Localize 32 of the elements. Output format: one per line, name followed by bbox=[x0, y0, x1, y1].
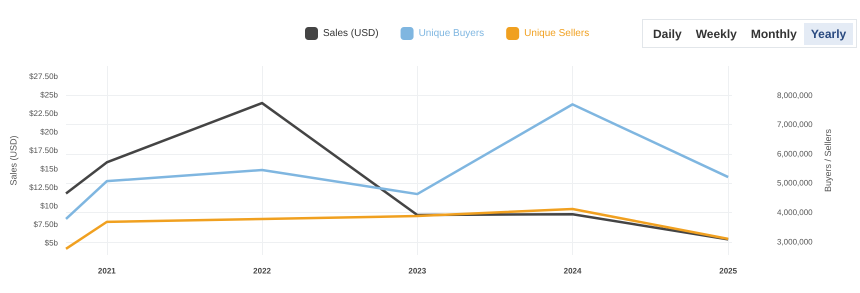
y2-tick-label: 5,000,000 bbox=[777, 178, 814, 188]
y2-tick-label: 7,000,000 bbox=[777, 120, 814, 130]
period-button[interactable]: Daily bbox=[646, 22, 689, 44]
legend-label: Unique Sellers bbox=[524, 28, 590, 39]
y2-tick-label: 3,000,000 bbox=[777, 237, 814, 246]
line-series bbox=[64, 103, 730, 220]
x-tick-label: 2024 bbox=[564, 266, 582, 276]
period-button[interactable]: Weekly bbox=[688, 22, 744, 44]
y-tick-label: $15b bbox=[40, 164, 59, 174]
x-tick-label: 2025 bbox=[719, 266, 738, 276]
x-tick-label: 2021 bbox=[98, 266, 116, 276]
y-tick-label: $22.50b bbox=[29, 108, 59, 118]
period-button[interactable]: Yearly bbox=[804, 22, 854, 44]
legend-label: Sales (USD) bbox=[323, 28, 379, 39]
y-tick-label: $25b bbox=[40, 90, 59, 100]
y-tick-label: $5b bbox=[44, 238, 59, 248]
period-button[interactable]: Monthly bbox=[744, 22, 804, 44]
y-tick-label: $10b bbox=[40, 202, 59, 211]
legend-label: Unique Buyers bbox=[418, 28, 484, 39]
y2-tick-label: 6,000,000 bbox=[777, 149, 814, 158]
y-tick-label: $27.50b bbox=[29, 72, 59, 81]
x-tick-label: 2022 bbox=[253, 266, 272, 276]
y2-tick-label: 8,000,000 bbox=[777, 90, 814, 100]
y-axis-title: Sales (USD) bbox=[8, 135, 19, 186]
y-tick-label: $12.50b bbox=[29, 183, 59, 192]
y-tick-label: $17.50b bbox=[29, 146, 59, 155]
y-tick-label: $20b bbox=[40, 127, 59, 136]
y2-tick-label: 4,000,000 bbox=[777, 208, 814, 218]
y-tick-label: $7.50b bbox=[34, 220, 59, 230]
line-series bbox=[64, 208, 730, 250]
y2-axis-title: Buyers / Sellers bbox=[822, 128, 833, 192]
x-tick-label: 2023 bbox=[408, 266, 427, 276]
